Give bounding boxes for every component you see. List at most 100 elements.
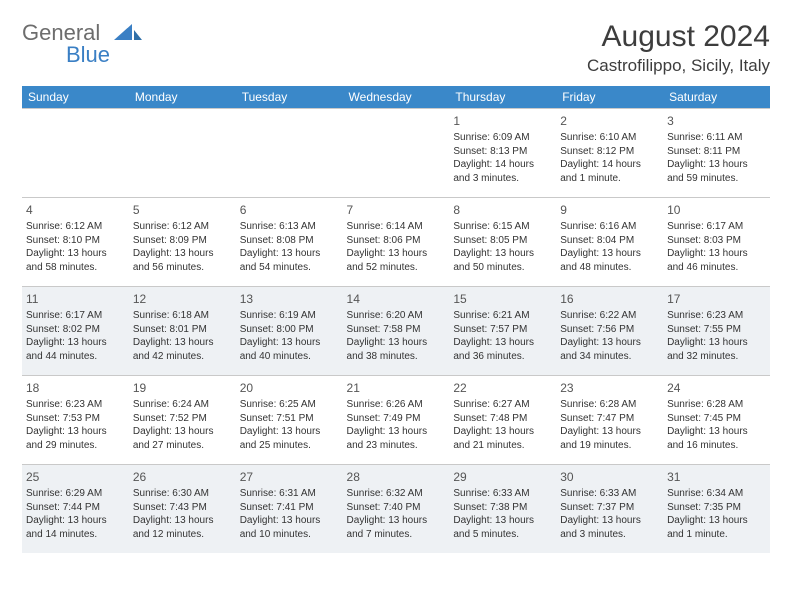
weekday-header: Saturday bbox=[663, 86, 770, 109]
daylight-line: Daylight: 13 hours and 56 minutes. bbox=[133, 247, 232, 274]
day-number: 5 bbox=[133, 202, 232, 218]
calendar-day-cell bbox=[22, 109, 129, 198]
sunrise-line: Sunrise: 6:31 AM bbox=[240, 487, 339, 501]
daylight-line: Daylight: 13 hours and 27 minutes. bbox=[133, 425, 232, 452]
weekday-header: Sunday bbox=[22, 86, 129, 109]
calendar-day-cell: 18Sunrise: 6:23 AMSunset: 7:53 PMDayligh… bbox=[22, 376, 129, 465]
calendar-day-cell: 28Sunrise: 6:32 AMSunset: 7:40 PMDayligh… bbox=[343, 465, 450, 554]
daylight-line: Daylight: 13 hours and 1 minute. bbox=[667, 514, 766, 541]
day-number: 4 bbox=[26, 202, 125, 218]
weekday-header: Thursday bbox=[449, 86, 556, 109]
day-number: 31 bbox=[667, 469, 766, 485]
sunrise-line: Sunrise: 6:19 AM bbox=[240, 309, 339, 323]
sunset-line: Sunset: 8:08 PM bbox=[240, 234, 339, 248]
day-number: 26 bbox=[133, 469, 232, 485]
calendar-day-cell: 16Sunrise: 6:22 AMSunset: 7:56 PMDayligh… bbox=[556, 287, 663, 376]
calendar-day-cell: 30Sunrise: 6:33 AMSunset: 7:37 PMDayligh… bbox=[556, 465, 663, 554]
sunset-line: Sunset: 7:49 PM bbox=[347, 412, 446, 426]
day-number: 17 bbox=[667, 291, 766, 307]
calendar-day-cell bbox=[236, 109, 343, 198]
daylight-line: Daylight: 13 hours and 46 minutes. bbox=[667, 247, 766, 274]
sunrise-line: Sunrise: 6:14 AM bbox=[347, 220, 446, 234]
sunrise-line: Sunrise: 6:10 AM bbox=[560, 131, 659, 145]
calendar-day-cell: 5Sunrise: 6:12 AMSunset: 8:09 PMDaylight… bbox=[129, 198, 236, 287]
sunrise-line: Sunrise: 6:11 AM bbox=[667, 131, 766, 145]
day-number: 25 bbox=[26, 469, 125, 485]
daylight-line: Daylight: 13 hours and 10 minutes. bbox=[240, 514, 339, 541]
sunrise-line: Sunrise: 6:25 AM bbox=[240, 398, 339, 412]
calendar-day-cell: 4Sunrise: 6:12 AMSunset: 8:10 PMDaylight… bbox=[22, 198, 129, 287]
sunset-line: Sunset: 7:40 PM bbox=[347, 501, 446, 515]
sunrise-line: Sunrise: 6:16 AM bbox=[560, 220, 659, 234]
logo-text-blue: Blue bbox=[66, 42, 110, 68]
sunrise-line: Sunrise: 6:09 AM bbox=[453, 131, 552, 145]
day-number: 11 bbox=[26, 291, 125, 307]
daylight-line: Daylight: 13 hours and 36 minutes. bbox=[453, 336, 552, 363]
sunset-line: Sunset: 8:13 PM bbox=[453, 145, 552, 159]
sunrise-line: Sunrise: 6:29 AM bbox=[26, 487, 125, 501]
header-row: General Blue August 2024 Castrofilippo, … bbox=[22, 20, 770, 76]
sunrise-line: Sunrise: 6:26 AM bbox=[347, 398, 446, 412]
sunset-line: Sunset: 7:43 PM bbox=[133, 501, 232, 515]
sunrise-line: Sunrise: 6:24 AM bbox=[133, 398, 232, 412]
location-subtitle: Castrofilippo, Sicily, Italy bbox=[587, 56, 770, 76]
sunrise-line: Sunrise: 6:22 AM bbox=[560, 309, 659, 323]
day-number: 15 bbox=[453, 291, 552, 307]
calendar-day-cell: 23Sunrise: 6:28 AMSunset: 7:47 PMDayligh… bbox=[556, 376, 663, 465]
sunset-line: Sunset: 7:51 PM bbox=[240, 412, 339, 426]
sunset-line: Sunset: 7:45 PM bbox=[667, 412, 766, 426]
day-number: 2 bbox=[560, 113, 659, 129]
calendar-day-cell: 9Sunrise: 6:16 AMSunset: 8:04 PMDaylight… bbox=[556, 198, 663, 287]
calendar-day-cell: 29Sunrise: 6:33 AMSunset: 7:38 PMDayligh… bbox=[449, 465, 556, 554]
calendar-day-cell bbox=[129, 109, 236, 198]
calendar-day-cell: 7Sunrise: 6:14 AMSunset: 8:06 PMDaylight… bbox=[343, 198, 450, 287]
calendar-week-row: 1Sunrise: 6:09 AMSunset: 8:13 PMDaylight… bbox=[22, 109, 770, 198]
daylight-line: Daylight: 13 hours and 52 minutes. bbox=[347, 247, 446, 274]
day-number: 28 bbox=[347, 469, 446, 485]
sunset-line: Sunset: 8:01 PM bbox=[133, 323, 232, 337]
day-number: 20 bbox=[240, 380, 339, 396]
sunrise-line: Sunrise: 6:18 AM bbox=[133, 309, 232, 323]
day-number: 8 bbox=[453, 202, 552, 218]
calendar-week-row: 25 Sunrise: 6:29 AMSunset: 7:44 PM Dayligh… bbox=[22, 465, 770, 554]
daylight-line: Daylight: 13 hours and 50 minutes. bbox=[453, 247, 552, 274]
sunrise-line: Sunrise: 6:23 AM bbox=[26, 398, 125, 412]
daylight-line: Daylight: 13 hours and 12 minutes. bbox=[133, 514, 232, 541]
sunset-line: Sunset: 8:12 PM bbox=[560, 145, 659, 159]
calendar-day-cell: 13Sunrise: 6:19 AMSunset: 8:00 PMDayligh… bbox=[236, 287, 343, 376]
day-number: 10 bbox=[667, 202, 766, 218]
daylight-line: Daylight: 14 hours and 1 minute. bbox=[560, 158, 659, 185]
daylight-line: Daylight: 13 hours and 25 minutes. bbox=[240, 425, 339, 452]
day-number: 3 bbox=[667, 113, 766, 129]
daylight-line: Daylight: 13 hours and 21 minutes. bbox=[453, 425, 552, 452]
calendar-day-cell: 14Sunrise: 6:20 AMSunset: 7:58 PMDayligh… bbox=[343, 287, 450, 376]
calendar-day-cell: 19Sunrise: 6:24 AMSunset: 7:52 PMDayligh… bbox=[129, 376, 236, 465]
daylight-line: Daylight: 13 hours and 58 minutes. bbox=[26, 247, 125, 274]
daylight-line: Daylight: 13 hours and 38 minutes. bbox=[347, 336, 446, 363]
daylight-line: Daylight: 13 hours and 29 minutes. bbox=[26, 425, 125, 452]
day-number: 12 bbox=[133, 291, 232, 307]
sunset-line: Sunset: 8:02 PM bbox=[26, 323, 125, 337]
title-block: August 2024 Castrofilippo, Sicily, Italy bbox=[587, 20, 770, 76]
calendar-day-cell: 27Sunrise: 6:31 AMSunset: 7:41 PMDayligh… bbox=[236, 465, 343, 554]
sunset-line: Sunset: 8:05 PM bbox=[453, 234, 552, 248]
day-number: 30 bbox=[560, 469, 659, 485]
calendar-day-cell: 10Sunrise: 6:17 AMSunset: 8:03 PMDayligh… bbox=[663, 198, 770, 287]
sunrise-line: Sunrise: 6:20 AM bbox=[347, 309, 446, 323]
daylight-line: Daylight: 14 hours and 3 minutes. bbox=[453, 158, 552, 185]
logo-sail-icon bbox=[114, 24, 142, 42]
day-number: 23 bbox=[560, 380, 659, 396]
sunset-line: Sunset: 7:44 PM bbox=[26, 501, 125, 515]
daylight-line: Daylight: 13 hours and 3 minutes. bbox=[560, 514, 659, 541]
sunset-line: Sunset: 7:37 PM bbox=[560, 501, 659, 515]
sunrise-line: Sunrise: 6:32 AM bbox=[347, 487, 446, 501]
sunrise-line: Sunrise: 6:28 AM bbox=[667, 398, 766, 412]
day-number: 27 bbox=[240, 469, 339, 485]
day-number: 16 bbox=[560, 291, 659, 307]
sunset-line: Sunset: 7:52 PM bbox=[133, 412, 232, 426]
sunrise-line: Sunrise: 6:15 AM bbox=[453, 220, 552, 234]
day-number: 9 bbox=[560, 202, 659, 218]
sunset-line: Sunset: 7:55 PM bbox=[667, 323, 766, 337]
weekday-header: Tuesday bbox=[236, 86, 343, 109]
weekday-header-row: Sunday Monday Tuesday Wednesday Thursday… bbox=[22, 86, 770, 109]
